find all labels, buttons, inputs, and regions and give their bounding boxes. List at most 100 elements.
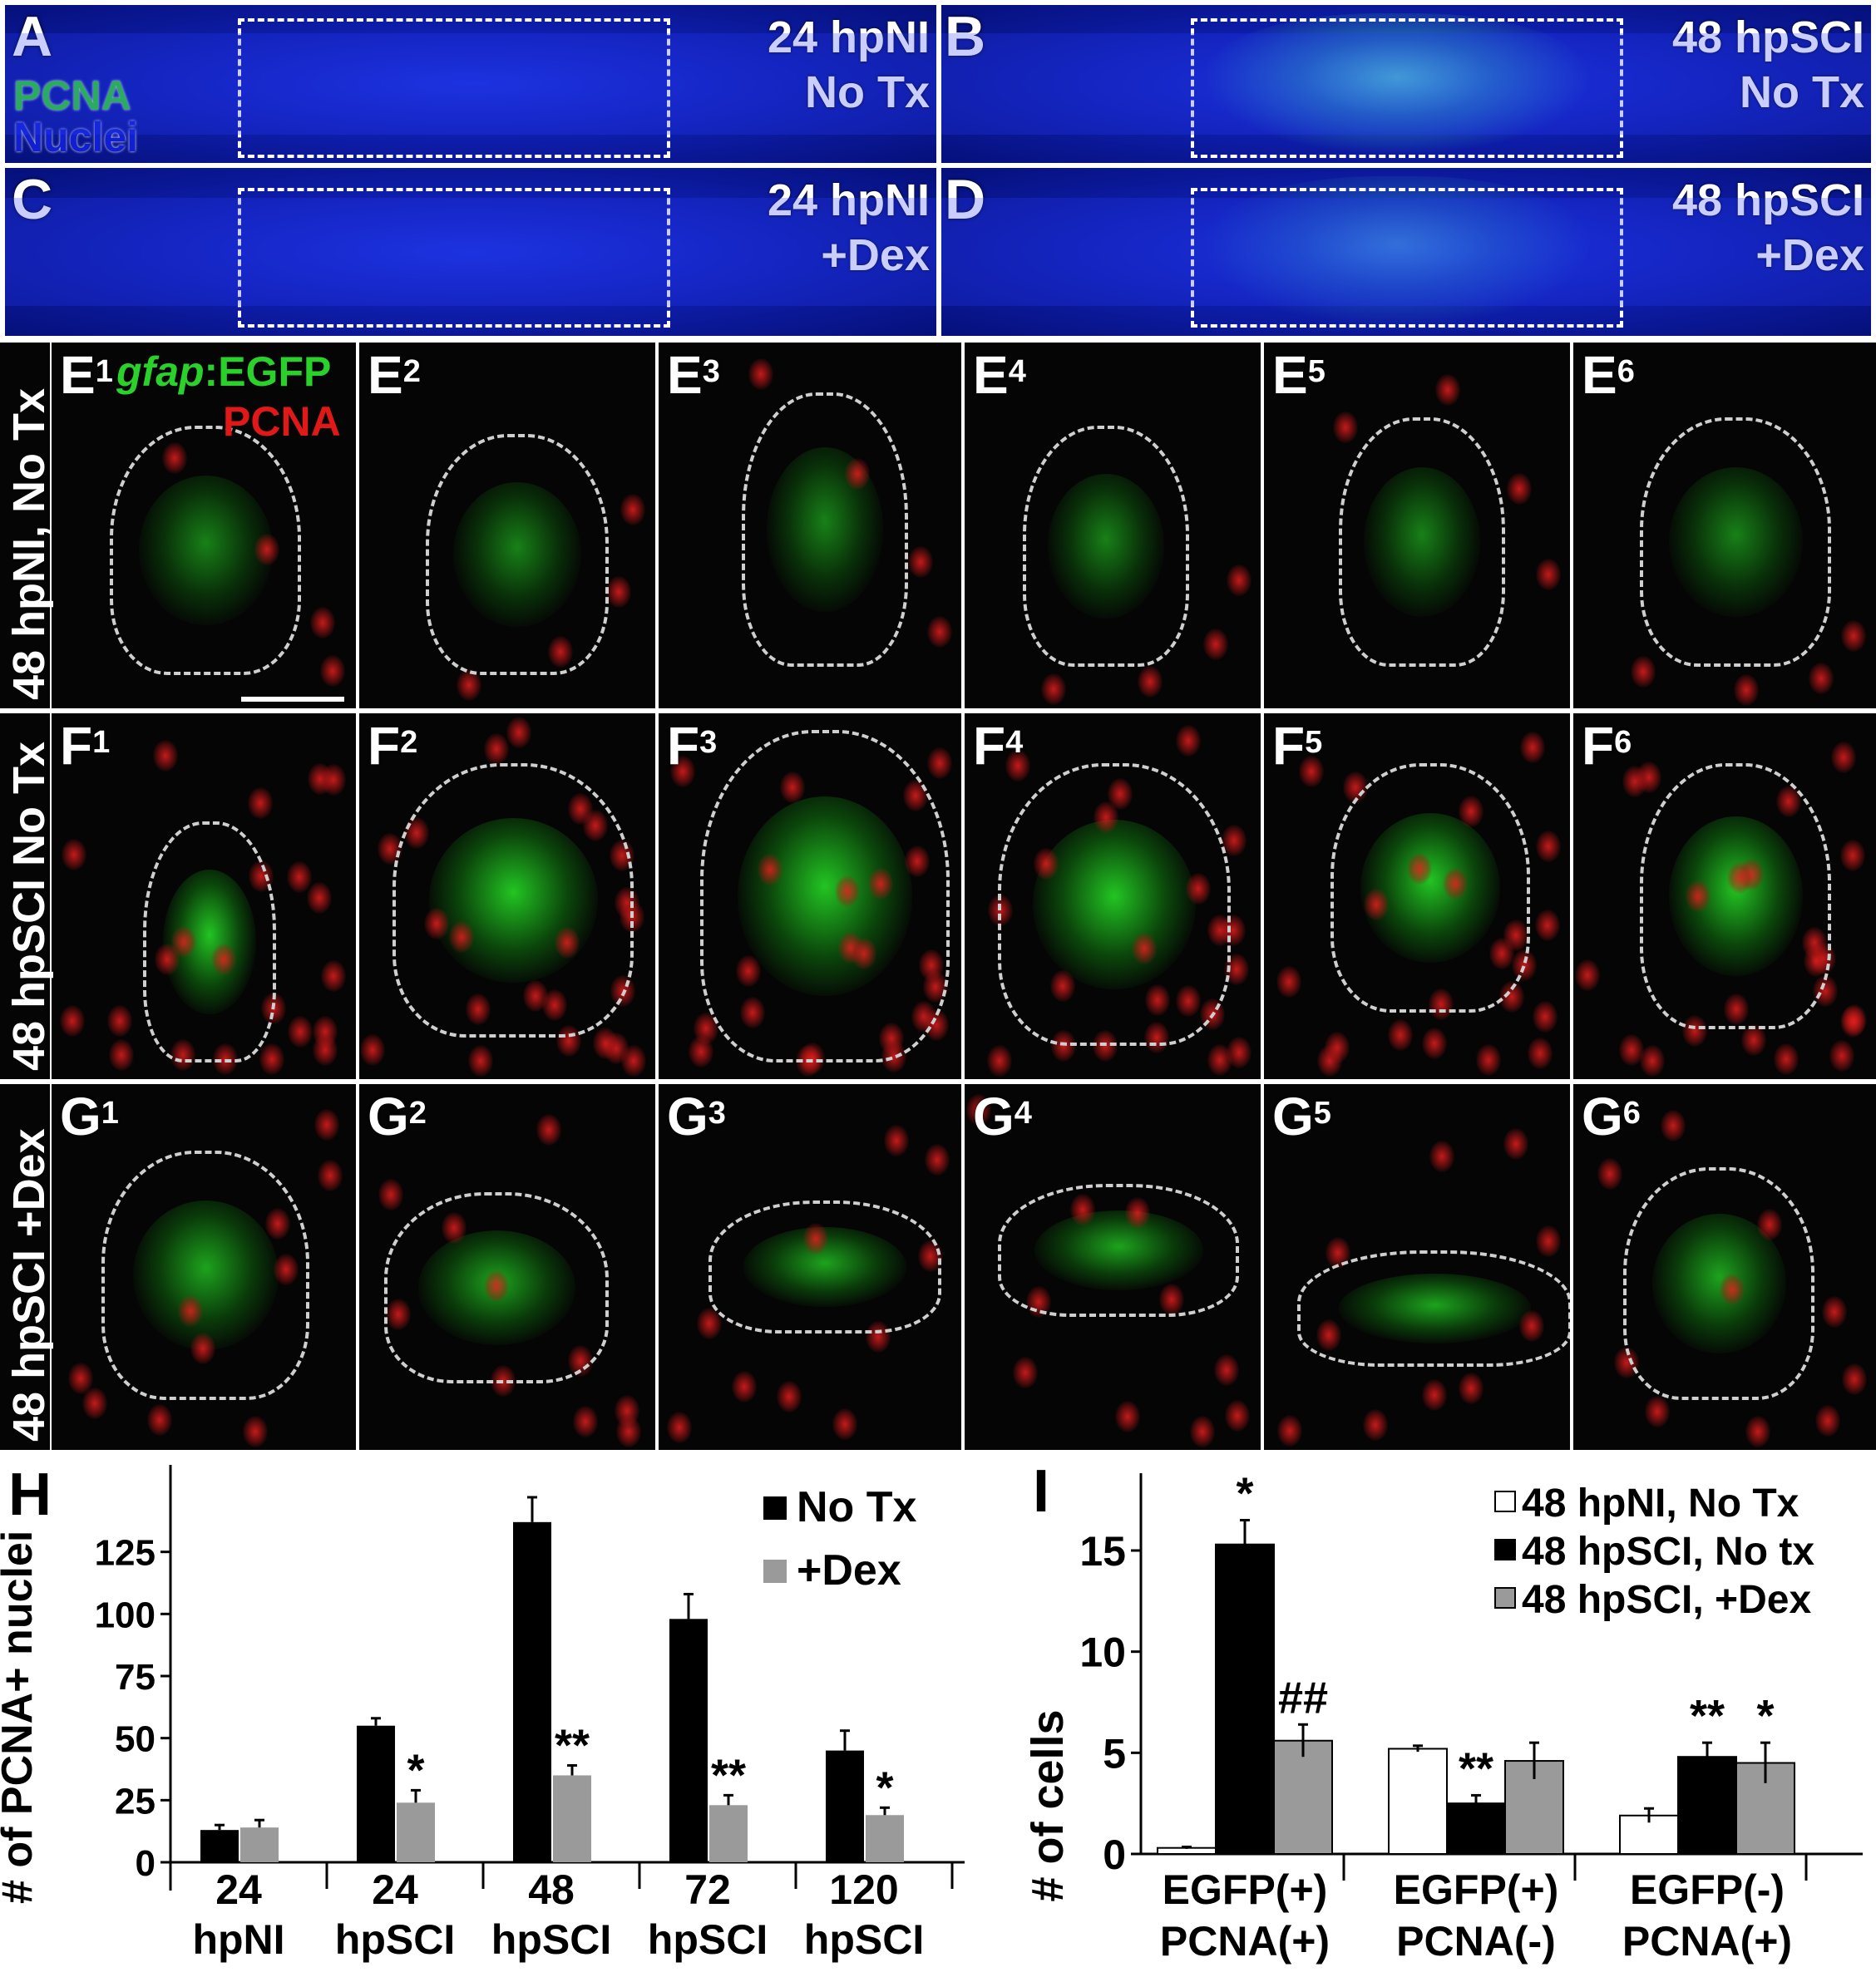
panel-letter: F2 — [368, 716, 418, 776]
y-tick-label: 25 — [115, 1781, 156, 1822]
pcna-nucleus — [1299, 756, 1324, 787]
x-tick-label: hpSCI — [335, 1916, 455, 1963]
pcna-nucleus — [1041, 673, 1066, 705]
pcna-nucleus — [667, 1412, 692, 1443]
condition-label: 24 hpNI +Dex — [767, 175, 930, 280]
spinal-cord-outline — [143, 821, 276, 1062]
pcna-nucleus — [1536, 831, 1561, 862]
pcna-nucleus — [1831, 742, 1856, 773]
legend-swatch — [1494, 1491, 1516, 1512]
bar — [826, 1750, 864, 1862]
pcna-nucleus — [1536, 559, 1561, 590]
pcna-nucleus — [248, 787, 273, 819]
panel-letter: E3 — [667, 345, 720, 405]
pcna-nucleus — [1535, 910, 1560, 941]
pcna-nucleus — [1840, 1006, 1865, 1038]
pcna-nucleus — [777, 1381, 802, 1412]
x-tick-label: 120 — [829, 1866, 898, 1913]
image-cell-g1: G1 — [52, 1084, 356, 1450]
pcna-nucleus — [1277, 1415, 1302, 1447]
bar — [1215, 1543, 1275, 1855]
pcna-nucleus — [1422, 1028, 1447, 1059]
image-cell-f1: F1 — [52, 713, 356, 1079]
image-cell-g2: G2 — [359, 1084, 655, 1450]
pcna-nucleus — [832, 1408, 857, 1440]
condition-label: 48 hpSCI No Tx — [1671, 12, 1864, 117]
x-tick-label: hpNI — [192, 1916, 284, 1963]
pcna-nucleus — [1227, 565, 1251, 596]
pcna-nucleus — [254, 534, 279, 565]
panel-letter: G3 — [667, 1087, 726, 1146]
pcna-nucleus — [1815, 1405, 1840, 1437]
image-cell-f6: F6 — [1573, 713, 1876, 1079]
panel-letter: F4 — [973, 716, 1024, 776]
pcna-nucleus — [670, 756, 695, 787]
panel-letter: B — [945, 5, 986, 68]
pcna-nucleus — [1745, 1416, 1770, 1447]
pcna-nucleus — [314, 1109, 339, 1141]
panel-letter: C — [12, 168, 53, 231]
panel-letter: D — [945, 168, 986, 231]
pcna-nucleus — [1333, 412, 1358, 443]
pcna-nucleus — [109, 1039, 134, 1071]
nuclei-legend: Nuclei — [13, 114, 139, 160]
pcna-nucleus — [68, 1363, 93, 1394]
row-label-text: 48 hpSCI +Dex — [4, 1128, 54, 1442]
spinal-cord-outline — [101, 1151, 309, 1400]
pcna-nucleus — [321, 960, 346, 992]
pcna-nucleus — [884, 1125, 909, 1156]
panel-letter: E1 — [60, 345, 113, 405]
significance-mark: ## — [1278, 1673, 1328, 1723]
legend-label: 48 hpSCI, +Dex — [1522, 1578, 1811, 1622]
image-cell-e3: E3 — [659, 343, 961, 708]
y-tick-label: 125 — [95, 1533, 156, 1574]
pcna-nucleus — [1190, 1416, 1215, 1447]
pcna-nucleus — [1325, 1032, 1350, 1063]
x-tick-label: 72 — [684, 1866, 731, 1913]
panel-letter: G4 — [973, 1087, 1032, 1146]
pcna-nucleus — [927, 747, 952, 779]
pcna-nucleus — [506, 717, 531, 748]
image-cell-e6: E6 — [1573, 343, 1876, 708]
pcna-nucleus — [1841, 620, 1866, 652]
spinal-cord-outline — [426, 434, 609, 675]
spinal-cord-outline — [742, 392, 908, 667]
spinal-cord-outline — [110, 426, 301, 675]
pcna-nucleus — [620, 494, 645, 525]
pcna-nucleus — [593, 1028, 618, 1059]
spinal-cord-outline — [1023, 426, 1189, 667]
pcna-nucleus — [60, 1005, 85, 1037]
pcna-nucleus — [307, 882, 332, 914]
row-label-e: 48 hpNI, No Tx — [0, 343, 54, 708]
pcna-nucleus — [171, 926, 196, 958]
pcna-nucleus — [1005, 750, 1030, 781]
image-cell-f5: F5 — [1264, 713, 1570, 1079]
x-tick-label: EGFP(+) — [1394, 1866, 1559, 1913]
significance-mark: * — [876, 1763, 893, 1812]
row-label-g: 48 hpSCI +Dex — [0, 1084, 54, 1450]
pcna-nucleus — [925, 1144, 950, 1176]
pcna-nucleus — [1645, 1396, 1670, 1427]
legend-label: 48 hpSCI, No tx — [1522, 1530, 1814, 1574]
pcna-nucleus — [1225, 1400, 1250, 1432]
bar — [513, 1521, 551, 1862]
x-tick-label: hpSCI — [804, 1916, 924, 1963]
image-cell-g6: G6 — [1573, 1084, 1876, 1450]
x-tick-label: PCNA(+) — [1160, 1918, 1330, 1965]
pcna-nucleus — [1533, 1001, 1558, 1033]
legend-swatch — [763, 1560, 787, 1583]
image-cell-f4: F4 — [965, 713, 1261, 1079]
panel-letter: I — [1033, 1458, 1049, 1525]
significance-mark: ** — [1459, 1743, 1493, 1793]
pcna-nucleus — [288, 1016, 313, 1048]
condition-label: 48 hpSCI +Dex — [1671, 175, 1864, 280]
y-tick-label: 10 — [1079, 1629, 1126, 1676]
pcna-nucleus — [1138, 666, 1163, 698]
pcna-nucleus — [1528, 1038, 1553, 1069]
roi-box — [1191, 188, 1623, 328]
pcna-nucleus — [1176, 725, 1201, 757]
significance-mark: * — [407, 1745, 424, 1795]
panel-b-image: B 48 hpSCI No Tx — [941, 5, 1871, 163]
x-tick-label: EGFP(-) — [1630, 1866, 1785, 1913]
pcna-nucleus — [1476, 1044, 1501, 1076]
